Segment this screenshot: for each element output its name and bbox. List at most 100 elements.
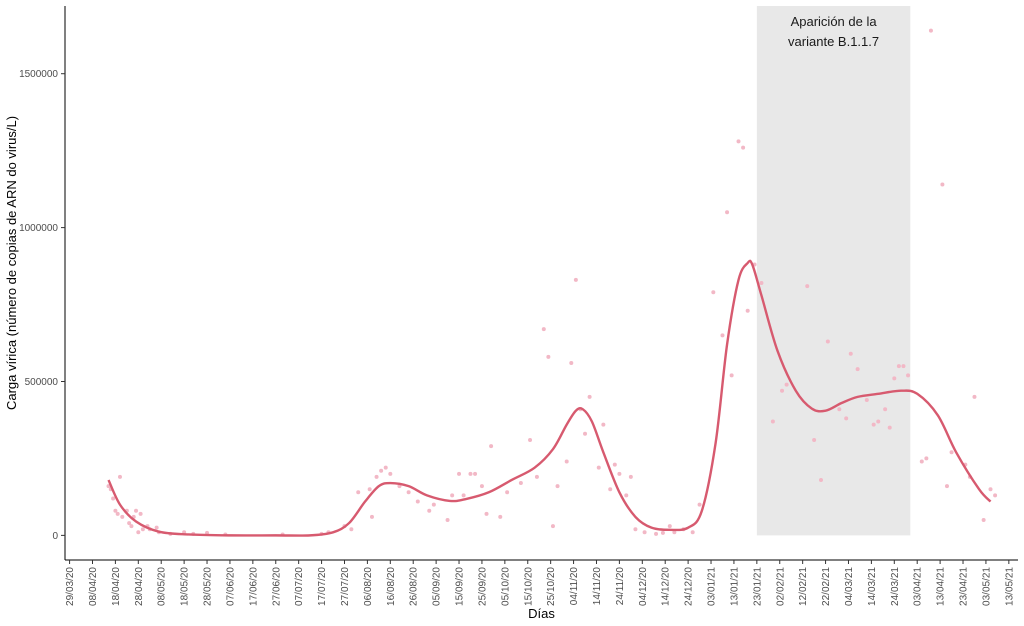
x-tick-label: 14/11/20 (592, 567, 603, 606)
x-tick-label: 06/08/20 (363, 567, 374, 606)
data-point (138, 511, 143, 516)
data-point (901, 364, 906, 369)
data-point (633, 527, 638, 532)
data-point (498, 514, 503, 519)
smooth-trend-line (107, 259, 992, 537)
data-point (601, 422, 606, 427)
data-point (473, 471, 478, 476)
x-tick-label: 27/06/20 (271, 567, 282, 606)
data-point (672, 530, 677, 535)
x-tick-label: 04/11/20 (569, 567, 580, 606)
data-point (617, 471, 622, 476)
data-point (127, 521, 132, 526)
y-tick-label: 0 (52, 531, 58, 542)
x-tick-label: 13/04/21 (936, 567, 947, 606)
data-point (518, 481, 523, 486)
data-point (113, 508, 118, 513)
data-point (784, 382, 789, 387)
data-point (573, 277, 578, 282)
data-point (612, 462, 617, 467)
x-axis-ticks: 29/03/20 08/04/20 18/04/20 28/04/20 08/05/20… (65, 560, 1015, 606)
x-tick-label: 15/10/20 (523, 567, 534, 606)
trend-line-path (107, 259, 992, 537)
data-point (505, 490, 510, 495)
data-point (415, 499, 420, 504)
x-tick-label: 15/09/20 (455, 567, 466, 606)
data-point (940, 182, 945, 187)
x-tick-label: 04/12/20 (638, 567, 649, 606)
x-tick-label: 07/06/20 (225, 567, 236, 606)
data-point (450, 493, 455, 498)
annotation-line: variante B.1.1.7 (788, 34, 879, 49)
y-tick-label: 1500000 (19, 69, 58, 80)
x-tick-label: 24/12/20 (684, 567, 695, 606)
data-point (489, 444, 494, 449)
x-tick-label: 24/11/20 (615, 567, 626, 606)
data-point (140, 527, 145, 532)
y-tick-label: 1000000 (19, 223, 58, 234)
x-tick-label: 12/02/21 (798, 567, 809, 606)
data-point (596, 465, 601, 470)
data-point (805, 284, 810, 289)
data-point (780, 388, 785, 393)
data-point (564, 459, 569, 464)
data-point (120, 514, 125, 519)
variant-annotation: Aparición de la variante B.1.1.7 (788, 14, 879, 49)
data-point (587, 394, 592, 399)
x-tick-label: 18/04/20 (111, 567, 122, 606)
data-point (972, 394, 977, 399)
data-point (892, 376, 897, 381)
data-point (667, 524, 672, 529)
x-tick-label: 14/12/20 (661, 567, 672, 606)
data-point (624, 493, 629, 498)
x-tick-label: 23/04/21 (959, 567, 970, 606)
data-point (374, 474, 379, 479)
x-tick-label: 05/09/20 (432, 567, 443, 606)
data-point (379, 468, 384, 473)
data-point (583, 431, 588, 436)
x-tick-label: 17/07/20 (317, 567, 328, 606)
x-tick-label: 14/03/21 (867, 567, 878, 606)
x-tick-label: 03/04/21 (913, 567, 924, 606)
data-point (349, 527, 354, 532)
data-point (876, 419, 881, 424)
data-point (729, 373, 734, 378)
data-point (383, 465, 388, 470)
x-tick-label: 13/01/21 (729, 567, 740, 606)
data-point (457, 471, 462, 476)
x-tick-label: 02/02/21 (775, 567, 786, 606)
data-point (555, 484, 560, 489)
data-point (864, 397, 869, 402)
x-tick-label: 03/05/21 (981, 567, 992, 606)
data-point (654, 531, 659, 536)
data-point (431, 502, 436, 507)
data-point (608, 487, 613, 492)
x-tick-label: 04/03/21 (844, 567, 855, 606)
data-point (154, 525, 159, 530)
data-point (697, 502, 702, 507)
data-point (919, 459, 924, 464)
axes (64, 6, 1018, 561)
x-tick-label: 05/10/20 (500, 567, 511, 606)
data-point (660, 530, 665, 535)
x-tick-label: 23/01/21 (752, 567, 763, 606)
data-point (896, 364, 901, 369)
data-point (136, 530, 141, 535)
data-point (720, 333, 725, 338)
y-axis-ticks: 0 500000 1000000 1500000 (19, 69, 65, 542)
data-point (642, 530, 647, 535)
data-point (993, 493, 998, 498)
x-tick-label: 22/02/21 (821, 567, 832, 606)
data-point (944, 484, 949, 489)
data-point (855, 367, 860, 372)
data-point (628, 474, 633, 479)
data-point (844, 416, 849, 421)
data-point (445, 517, 450, 522)
data-point (369, 514, 374, 519)
data-point (928, 28, 933, 33)
data-point (883, 407, 888, 412)
x-tick-label: 17/06/20 (248, 567, 259, 606)
x-tick-label: 13/05/21 (1004, 567, 1015, 606)
data-point (134, 508, 139, 513)
x-tick-label: 28/05/20 (203, 567, 214, 606)
